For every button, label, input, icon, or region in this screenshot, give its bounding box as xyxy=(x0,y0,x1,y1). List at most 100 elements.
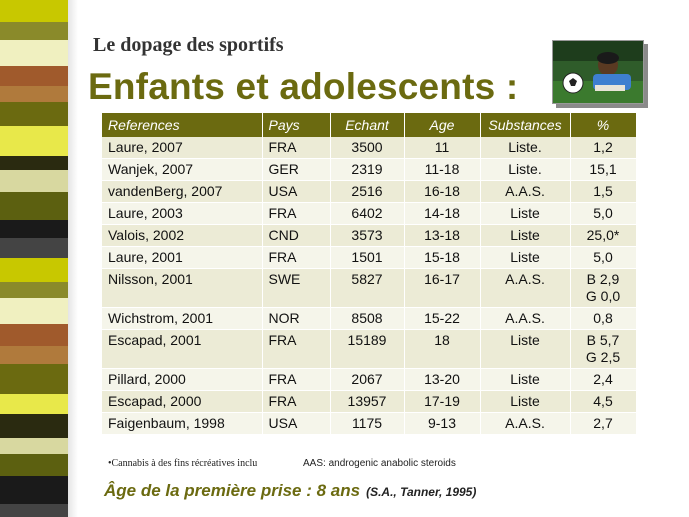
table-row: Faigenbaum, 1998 USA 1175 9-13 A.A.S. 2,… xyxy=(102,412,637,435)
cell-echant: 8508 xyxy=(330,307,405,330)
cell-pays: FRA xyxy=(262,246,331,269)
cell-substances: A.A.S. xyxy=(480,268,571,308)
stripe-segment xyxy=(0,504,68,517)
cell-echant: 13957 xyxy=(330,390,405,413)
cell-reference: Valois, 2002 xyxy=(102,224,263,247)
cell-echant: 5827 xyxy=(330,268,405,308)
header-percent: % xyxy=(570,113,637,137)
cell-reference: Nilsson, 2001 xyxy=(102,268,263,308)
cell-pays: USA xyxy=(262,412,331,435)
cell-pays: USA xyxy=(262,180,331,203)
cell-echant: 6402 xyxy=(330,202,405,225)
cell-reference: vandenBerg, 2007 xyxy=(102,180,263,203)
header-echant: Echant xyxy=(330,113,405,137)
cell-percent: 2,7 xyxy=(570,412,637,435)
cell-percent: B 5,7 G 2,5 xyxy=(570,329,637,369)
cell-reference: Pillard, 2000 xyxy=(102,368,263,391)
cell-percent: 25,0* xyxy=(570,224,637,247)
cell-echant: 1501 xyxy=(330,246,405,269)
header-pays: Pays xyxy=(262,113,331,137)
cell-pays: GER xyxy=(262,158,331,181)
stripe-segment xyxy=(0,102,68,126)
cell-age: 15-22 xyxy=(404,307,481,330)
stripe-segment xyxy=(0,298,68,324)
cell-reference: Laure, 2003 xyxy=(102,202,263,225)
cell-percent: 15,1 xyxy=(570,158,637,181)
cell-echant: 1175 xyxy=(330,412,405,435)
decorative-stripe-bar xyxy=(0,0,68,517)
cell-age: 17-19 xyxy=(404,390,481,413)
table-header-row: References Pays Echant Age Substances % xyxy=(102,113,637,137)
cell-reference: Wanjek, 2007 xyxy=(102,158,263,181)
cell-pays: NOR xyxy=(262,307,331,330)
cell-reference: Escapad, 2001 xyxy=(102,329,263,369)
stripe-segment xyxy=(0,258,68,282)
table-row: Wichstrom, 2001 NOR 8508 15-22 A.A.S. 0,… xyxy=(102,307,637,330)
stripe-segment xyxy=(0,220,68,238)
stripe-segment xyxy=(0,438,68,454)
first-use-reference: (S.A., Tanner, 1995) xyxy=(366,485,477,499)
cell-percent: B 2,9 G 0,0 xyxy=(570,268,637,308)
stripe-segment xyxy=(0,40,68,66)
stripe-segment xyxy=(0,238,68,258)
cell-echant: 3573 xyxy=(330,224,405,247)
cell-percent: 1,2 xyxy=(570,137,637,159)
cell-substances: Liste xyxy=(480,368,571,391)
child-photo-image xyxy=(552,40,644,104)
cell-reference: Laure, 2007 xyxy=(102,137,263,159)
cell-echant: 3500 xyxy=(330,137,405,159)
table-row: Escapad, 2001 FRA 15189 18 Liste B 5,7 G … xyxy=(102,329,637,369)
first-use-age-line: Âge de la première prise : 8 ans (S.A., T… xyxy=(104,481,476,501)
cell-age: 14-18 xyxy=(404,202,481,225)
stripe-segment xyxy=(0,364,68,394)
stripe-segment xyxy=(0,156,68,170)
cell-pays: CND xyxy=(262,224,331,247)
cell-echant: 2516 xyxy=(330,180,405,203)
table-row: Wanjek, 2007 GER 2319 11-18 Liste. 15,1 xyxy=(102,158,637,181)
cell-substances: Liste xyxy=(480,224,571,247)
aas-footnote: AAS: androgenic anabolic steroids xyxy=(303,458,456,469)
stripe-segment xyxy=(0,476,68,504)
cell-reference: Wichstrom, 2001 xyxy=(102,307,263,330)
cell-substances: Liste. xyxy=(480,158,571,181)
cell-age: 18 xyxy=(404,329,481,369)
stripe-segment xyxy=(0,86,68,102)
cell-reference: Escapad, 2000 xyxy=(102,390,263,413)
cell-substances: Liste xyxy=(480,246,571,269)
cell-age: 13-20 xyxy=(404,368,481,391)
stripe-segment xyxy=(0,346,68,364)
stripe-segment xyxy=(0,0,68,22)
stripe-segment xyxy=(0,394,68,414)
first-use-label: Âge de la première prise : xyxy=(104,481,317,500)
table-row: Pillard, 2000 FRA 2067 13-20 Liste 2,4 xyxy=(102,368,637,391)
cell-reference: Faigenbaum, 1998 xyxy=(102,412,263,435)
slide-title: Enfants et adolescents : xyxy=(88,66,519,107)
table-row: Laure, 2003 FRA 6402 14-18 Liste 5,0 xyxy=(102,202,637,225)
stripe-segment xyxy=(0,192,68,220)
table-row: Escapad, 2000 FRA 13957 17-19 Liste 4,5 xyxy=(102,390,637,413)
cell-reference: Laure, 2001 xyxy=(102,246,263,269)
cell-pays: FRA xyxy=(262,368,331,391)
stripe-segment xyxy=(0,324,68,346)
table-row: vandenBerg, 2007 USA 2516 16-18 A.A.S. 1… xyxy=(102,180,637,203)
stripe-segment xyxy=(0,282,68,298)
stripe-segment xyxy=(0,22,68,40)
stripe-shadow xyxy=(68,0,78,517)
table-row: Valois, 2002 CND 3573 13-18 Liste 25,0* xyxy=(102,224,637,247)
cell-percent: 1,5 xyxy=(570,180,637,203)
stripe-segment xyxy=(0,66,68,86)
cell-age: 16-18 xyxy=(404,180,481,203)
cell-pays: FRA xyxy=(262,329,331,369)
doping-studies-table: References Pays Echant Age Substances % … xyxy=(102,113,637,435)
cell-age: 16-17 xyxy=(404,268,481,308)
header-age: Age xyxy=(404,113,481,137)
cell-substances: Liste xyxy=(480,390,571,413)
first-use-value: 8 ans xyxy=(316,481,361,500)
cell-percent: 5,0 xyxy=(570,202,637,225)
cell-age: 11 xyxy=(404,137,481,159)
cell-substances: Liste. xyxy=(480,137,571,159)
cell-substances: A.A.S. xyxy=(480,307,571,330)
cell-age: 9-13 xyxy=(404,412,481,435)
cannabis-footnote: •Cannabis à des fins récréatives inclu xyxy=(108,458,258,469)
cell-pays: FRA xyxy=(262,202,331,225)
